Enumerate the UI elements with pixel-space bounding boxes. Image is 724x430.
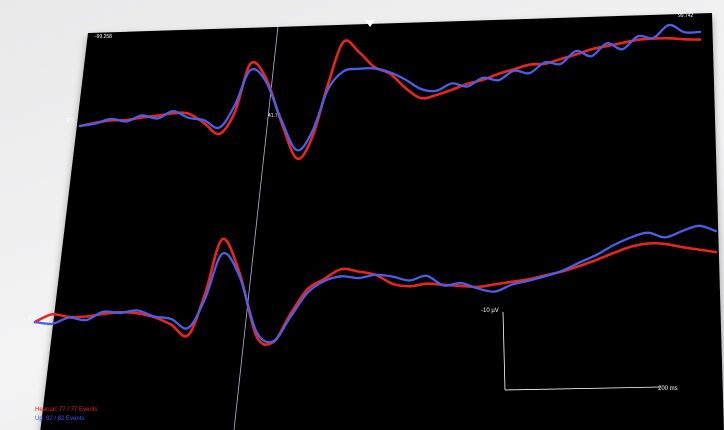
scale-bar-amplitude-label: -10 µV [481, 308, 499, 314]
legend-item-red: Hearsal: 77 / 77 Events [35, 407, 97, 413]
header-left-time: -99.258 [95, 34, 112, 40]
header-right-time: 99.742 [678, 13, 694, 19]
scale-bar-horizontal [504, 386, 661, 391]
f7-trace-red [78, 36, 702, 161]
chart-panel [40, 13, 724, 430]
cursor-value-label: 41.79 [268, 113, 281, 119]
channel-label-f7: F7 [67, 119, 75, 125]
scale-bar-vertical [502, 311, 506, 391]
cursor-marker-icon[interactable] [365, 20, 375, 27]
f7-trace-blue [78, 23, 702, 152]
scale-bar: -10 µV 200 ms [481, 308, 678, 392]
channel-label-p8: P8 [29, 316, 37, 322]
legend-item-blue: Up: 82 / 82 Events [35, 416, 84, 422]
scale-bar-time-label: 200 ms [658, 386, 678, 392]
p8-trace-blue [33, 224, 718, 344]
waveform-traces [33, 23, 718, 346]
